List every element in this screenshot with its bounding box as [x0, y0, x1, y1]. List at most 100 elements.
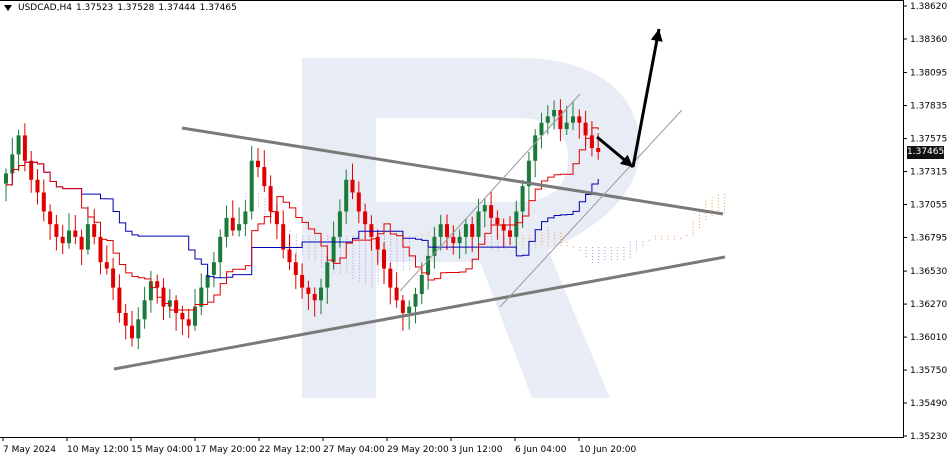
price-tick-label: 1.36010 [910, 333, 947, 343]
candle-body [174, 300, 179, 313]
candle-body [98, 236, 103, 263]
candle-body [199, 287, 204, 307]
chart-header: USDCAD,H4 1.37523 1.37528 1.37444 1.3746… [4, 3, 237, 13]
price-tick-label: 1.38360 [910, 35, 947, 45]
candle-body [457, 236, 462, 244]
candle-body [526, 160, 531, 187]
candle-body [35, 179, 40, 193]
time-tick-label: 29 May 20:00 [387, 445, 449, 455]
candle-body [230, 217, 235, 231]
candle-body [571, 116, 575, 123]
time-axis: 7 May 2024 10 May 12:00 15 May 04:00 17 May… [2, 437, 636, 455]
candle-body [16, 135, 21, 155]
candle-body [325, 262, 330, 288]
candle-body [193, 306, 197, 326]
open-value: 1.37523 [75, 3, 114, 13]
high-value: 1.37528 [117, 3, 155, 13]
current-price-badge: 1.37465 [907, 146, 945, 159]
candle-body [432, 236, 437, 256]
candle-body [476, 211, 481, 237]
candle-body [111, 268, 116, 288]
candle-body [218, 236, 223, 263]
candle-body [350, 179, 355, 193]
price-tick-label: 1.38620 [910, 2, 947, 12]
candle-body [356, 192, 361, 212]
candle-body [22, 135, 27, 161]
candle-body [180, 312, 185, 320]
time-tick-label: 22 May 12:00 [259, 445, 321, 455]
candle-body [470, 224, 475, 237]
candle-body [4, 173, 8, 184]
candle-body [123, 312, 128, 326]
candle-body [48, 211, 53, 225]
time-tick-label: 10 Jun 20:00 [579, 445, 636, 455]
candles-layer [4, 99, 601, 350]
candle-body [413, 293, 418, 307]
candle-body [300, 274, 305, 288]
channel-lower-line [499, 109, 683, 308]
indicator-lines [6, 127, 599, 311]
candle-body [319, 287, 323, 301]
candle-body [287, 249, 292, 263]
candle-body [501, 224, 506, 231]
price-tick-label: 1.35490 [910, 399, 947, 409]
candle-body [211, 262, 216, 275]
candle-body [142, 300, 147, 320]
candle-body [463, 224, 468, 237]
candle-body [539, 122, 544, 136]
candle-body [237, 224, 242, 231]
candle-body [331, 236, 336, 263]
candle-body [224, 217, 229, 237]
candle-body [155, 281, 160, 288]
candle-body [104, 262, 109, 269]
candle-body [281, 224, 286, 250]
low-value: 1.37444 [158, 3, 196, 13]
time-tick-label: 15 May 04:00 [131, 445, 193, 455]
candle-body [117, 287, 122, 313]
candle-body [256, 160, 260, 168]
candle-body [375, 236, 380, 250]
candle-body [564, 122, 569, 130]
candle-body [558, 110, 563, 130]
candle-body [205, 274, 210, 288]
candle-body [400, 300, 405, 313]
candle-body [382, 249, 386, 269]
candle-body [41, 192, 46, 212]
candle-body [268, 186, 273, 212]
candle-body [451, 236, 456, 244]
candle-body [596, 148, 601, 152]
candle-body [482, 205, 487, 212]
candle-body [54, 224, 59, 237]
candle-body [85, 224, 90, 250]
candle-body [262, 167, 267, 187]
price-tick-label: 1.35750 [910, 366, 947, 376]
candle-body [438, 224, 443, 237]
price-tick-label: 1.36530 [910, 267, 947, 277]
candle-body [520, 186, 525, 212]
price-tick-label: 1.36270 [910, 300, 947, 310]
candle-body [369, 224, 374, 237]
price-tick-label: 1.35230 [910, 432, 947, 442]
symbol-timeframe: USDCAD,H4 [18, 3, 72, 13]
candle-body [73, 230, 78, 237]
candle-body [186, 319, 191, 326]
candle-body [136, 319, 141, 339]
candle-body [419, 274, 424, 294]
price-tick-label: 1.37055 [910, 201, 947, 211]
lower-trendline [113, 255, 726, 371]
price-tick-label: 1.37575 [910, 135, 947, 145]
price-axis: 1.38620 1.38360 1.38095 1.37835 1.37575 1.373… [903, 2, 947, 442]
candle-body [337, 211, 342, 237]
time-tick-label: 10 May 12:00 [67, 445, 129, 455]
dropdown-triangle-icon[interactable] [4, 5, 12, 11]
candle-body [394, 287, 399, 301]
kijun-sen-line [6, 161, 599, 279]
candle-body [552, 110, 557, 117]
candle-body [344, 179, 349, 212]
candle-body [426, 255, 431, 275]
tenkan-sen-line [6, 127, 599, 311]
candle-body [79, 236, 84, 250]
candle-body [388, 268, 393, 288]
